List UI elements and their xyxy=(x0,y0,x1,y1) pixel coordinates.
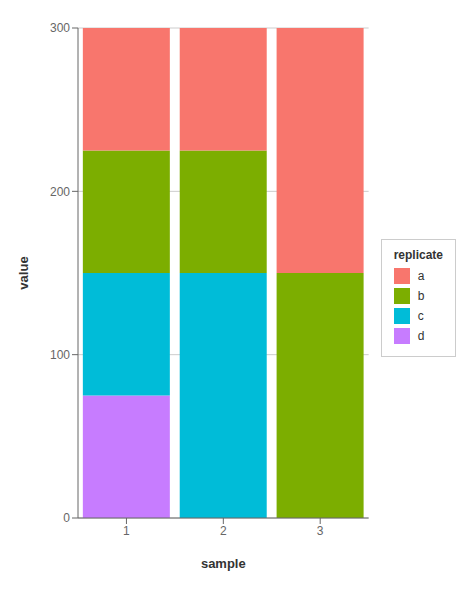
html-text:d: d xyxy=(417,329,425,343)
svg-text:3: 3 xyxy=(317,524,324,538)
svg-text:300: 300 xyxy=(50,21,70,35)
html-text:replicate: replicate xyxy=(393,248,443,262)
html-text:b: b xyxy=(417,289,425,303)
svg-text:value: value xyxy=(16,256,31,289)
svg-text:1: 1 xyxy=(123,524,130,538)
svg-text:sample: sample xyxy=(201,556,246,571)
svg-text:2: 2 xyxy=(220,524,227,538)
svg-text:0: 0 xyxy=(63,511,70,525)
svg-text:100: 100 xyxy=(50,348,70,362)
html-text:c: c xyxy=(417,309,424,323)
html-text:a: a xyxy=(417,269,425,283)
svg-text:200: 200 xyxy=(50,185,70,199)
